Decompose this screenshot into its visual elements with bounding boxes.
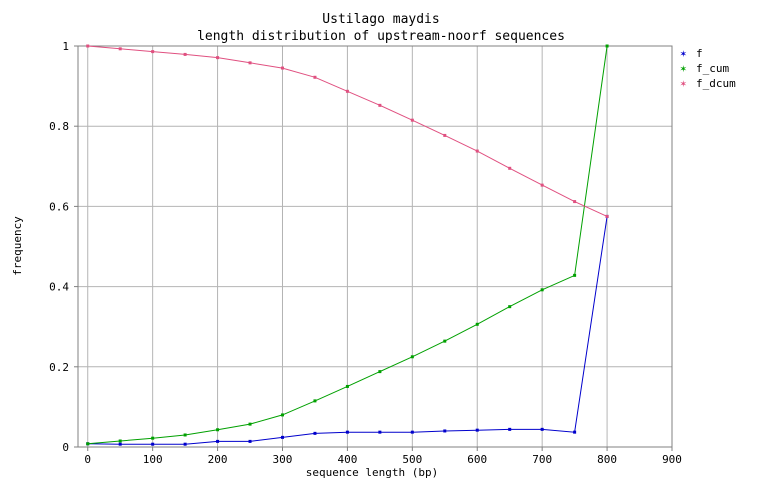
chart-title: Ustilago maydis: [322, 12, 439, 27]
legend-item-f-cum: ✶ f_cum: [680, 62, 729, 75]
data-point-f-cum: [475, 322, 479, 326]
data-point-f-dcum: [313, 75, 317, 79]
data-point-f-cum: [410, 355, 414, 359]
data-point-f-cum: [248, 422, 252, 426]
legend-label: f: [696, 47, 703, 60]
data-point-f-cum: [216, 428, 220, 432]
legend-item-f-dcum: ✶ f_dcum: [680, 77, 736, 90]
chart-subtitle: length distribution of upstream-noorf se…: [197, 29, 565, 44]
data-point-f-cum: [378, 370, 382, 374]
data-point-f-cum: [183, 433, 187, 437]
data-point-f-cum: [345, 384, 349, 388]
data-point-f: [540, 427, 544, 431]
legend-marker: ✶: [680, 62, 687, 75]
x-tick-label: 700: [532, 453, 552, 466]
data-point-f-cum: [443, 339, 447, 343]
legend-label: f_dcum: [696, 77, 736, 90]
data-point-f-dcum: [86, 44, 90, 48]
y-tick-label: 0: [62, 441, 69, 454]
x-tick-label: 300: [273, 453, 293, 466]
legend: ✶ f✶ f_cum✶ f_dcum: [680, 47, 736, 90]
data-point-f: [313, 431, 317, 435]
x-tick-label: 500: [402, 453, 422, 466]
data-point-f-dcum: [183, 52, 187, 56]
data-point-f: [151, 442, 155, 446]
data-point-f: [118, 442, 122, 446]
x-axis-ticks: 0 100 200 300 400 500 600 700 800 900: [84, 447, 682, 466]
data-point-f-cum: [540, 288, 544, 292]
data-point-f: [508, 427, 512, 431]
data-point-f-dcum: [573, 200, 577, 204]
data-point-f-cum: [280, 413, 284, 417]
x-tick-label: 100: [143, 453, 163, 466]
legend-marker: ✶: [680, 77, 687, 90]
data-point-f-dcum: [216, 56, 220, 60]
data-point-f-dcum: [410, 118, 414, 122]
x-tick-label: 400: [337, 453, 357, 466]
data-point-f: [378, 430, 382, 434]
y-axis-ticks: 0 0.2 0.4 0.6 0.8 1: [49, 40, 78, 454]
data-point-f-dcum: [248, 61, 252, 65]
data-point-f-cum: [605, 44, 609, 48]
data-point-f: [573, 430, 577, 434]
data-point-f-dcum: [443, 133, 447, 137]
data-point-f-dcum: [605, 214, 609, 218]
y-tick-label: 0.4: [49, 281, 69, 294]
data-point-f: [443, 429, 447, 433]
plot-frame: [77, 45, 673, 448]
x-tick-label: 200: [208, 453, 228, 466]
data-point-f-cum: [151, 436, 155, 440]
y-tick-label: 0.2: [49, 361, 69, 374]
data-point-f-dcum: [475, 149, 479, 153]
data-point-f-dcum: [378, 103, 382, 107]
series-group: [86, 44, 609, 446]
data-point-f-dcum: [345, 89, 349, 93]
y-axis-label: frequency: [11, 216, 24, 276]
data-point-f-cum: [86, 442, 90, 446]
data-point-f-cum: [573, 273, 577, 277]
data-point-f: [345, 430, 349, 434]
data-point-f: [410, 430, 414, 434]
x-axis-label: sequence length (bp): [306, 466, 438, 479]
data-point-f: [216, 439, 220, 443]
legend-item-f: ✶ f: [680, 47, 703, 60]
data-point-f-cum: [508, 305, 512, 309]
x-tick-label: 800: [597, 453, 617, 466]
x-tick-label: 600: [467, 453, 487, 466]
data-point-f-dcum: [508, 166, 512, 170]
data-point-f: [280, 435, 284, 439]
data-point-f-cum: [118, 439, 122, 443]
grid: [78, 45, 673, 448]
x-tick-label: 900: [662, 453, 682, 466]
legend-label: f_cum: [696, 62, 729, 75]
y-tick-label: 0.6: [49, 200, 69, 213]
data-point-f: [248, 439, 252, 443]
data-point-f: [183, 442, 187, 446]
y-tick-label: 1: [62, 40, 69, 53]
x-tick-label: 0: [84, 453, 91, 466]
y-tick-label: 0.8: [49, 120, 69, 133]
data-point-f-dcum: [540, 183, 544, 187]
data-point-f-cum: [313, 399, 317, 403]
data-point-f: [475, 428, 479, 432]
data-point-f-dcum: [151, 50, 155, 54]
legend-marker: ✶: [680, 47, 687, 60]
data-point-f-dcum: [280, 66, 284, 70]
data-point-f-dcum: [118, 47, 122, 51]
